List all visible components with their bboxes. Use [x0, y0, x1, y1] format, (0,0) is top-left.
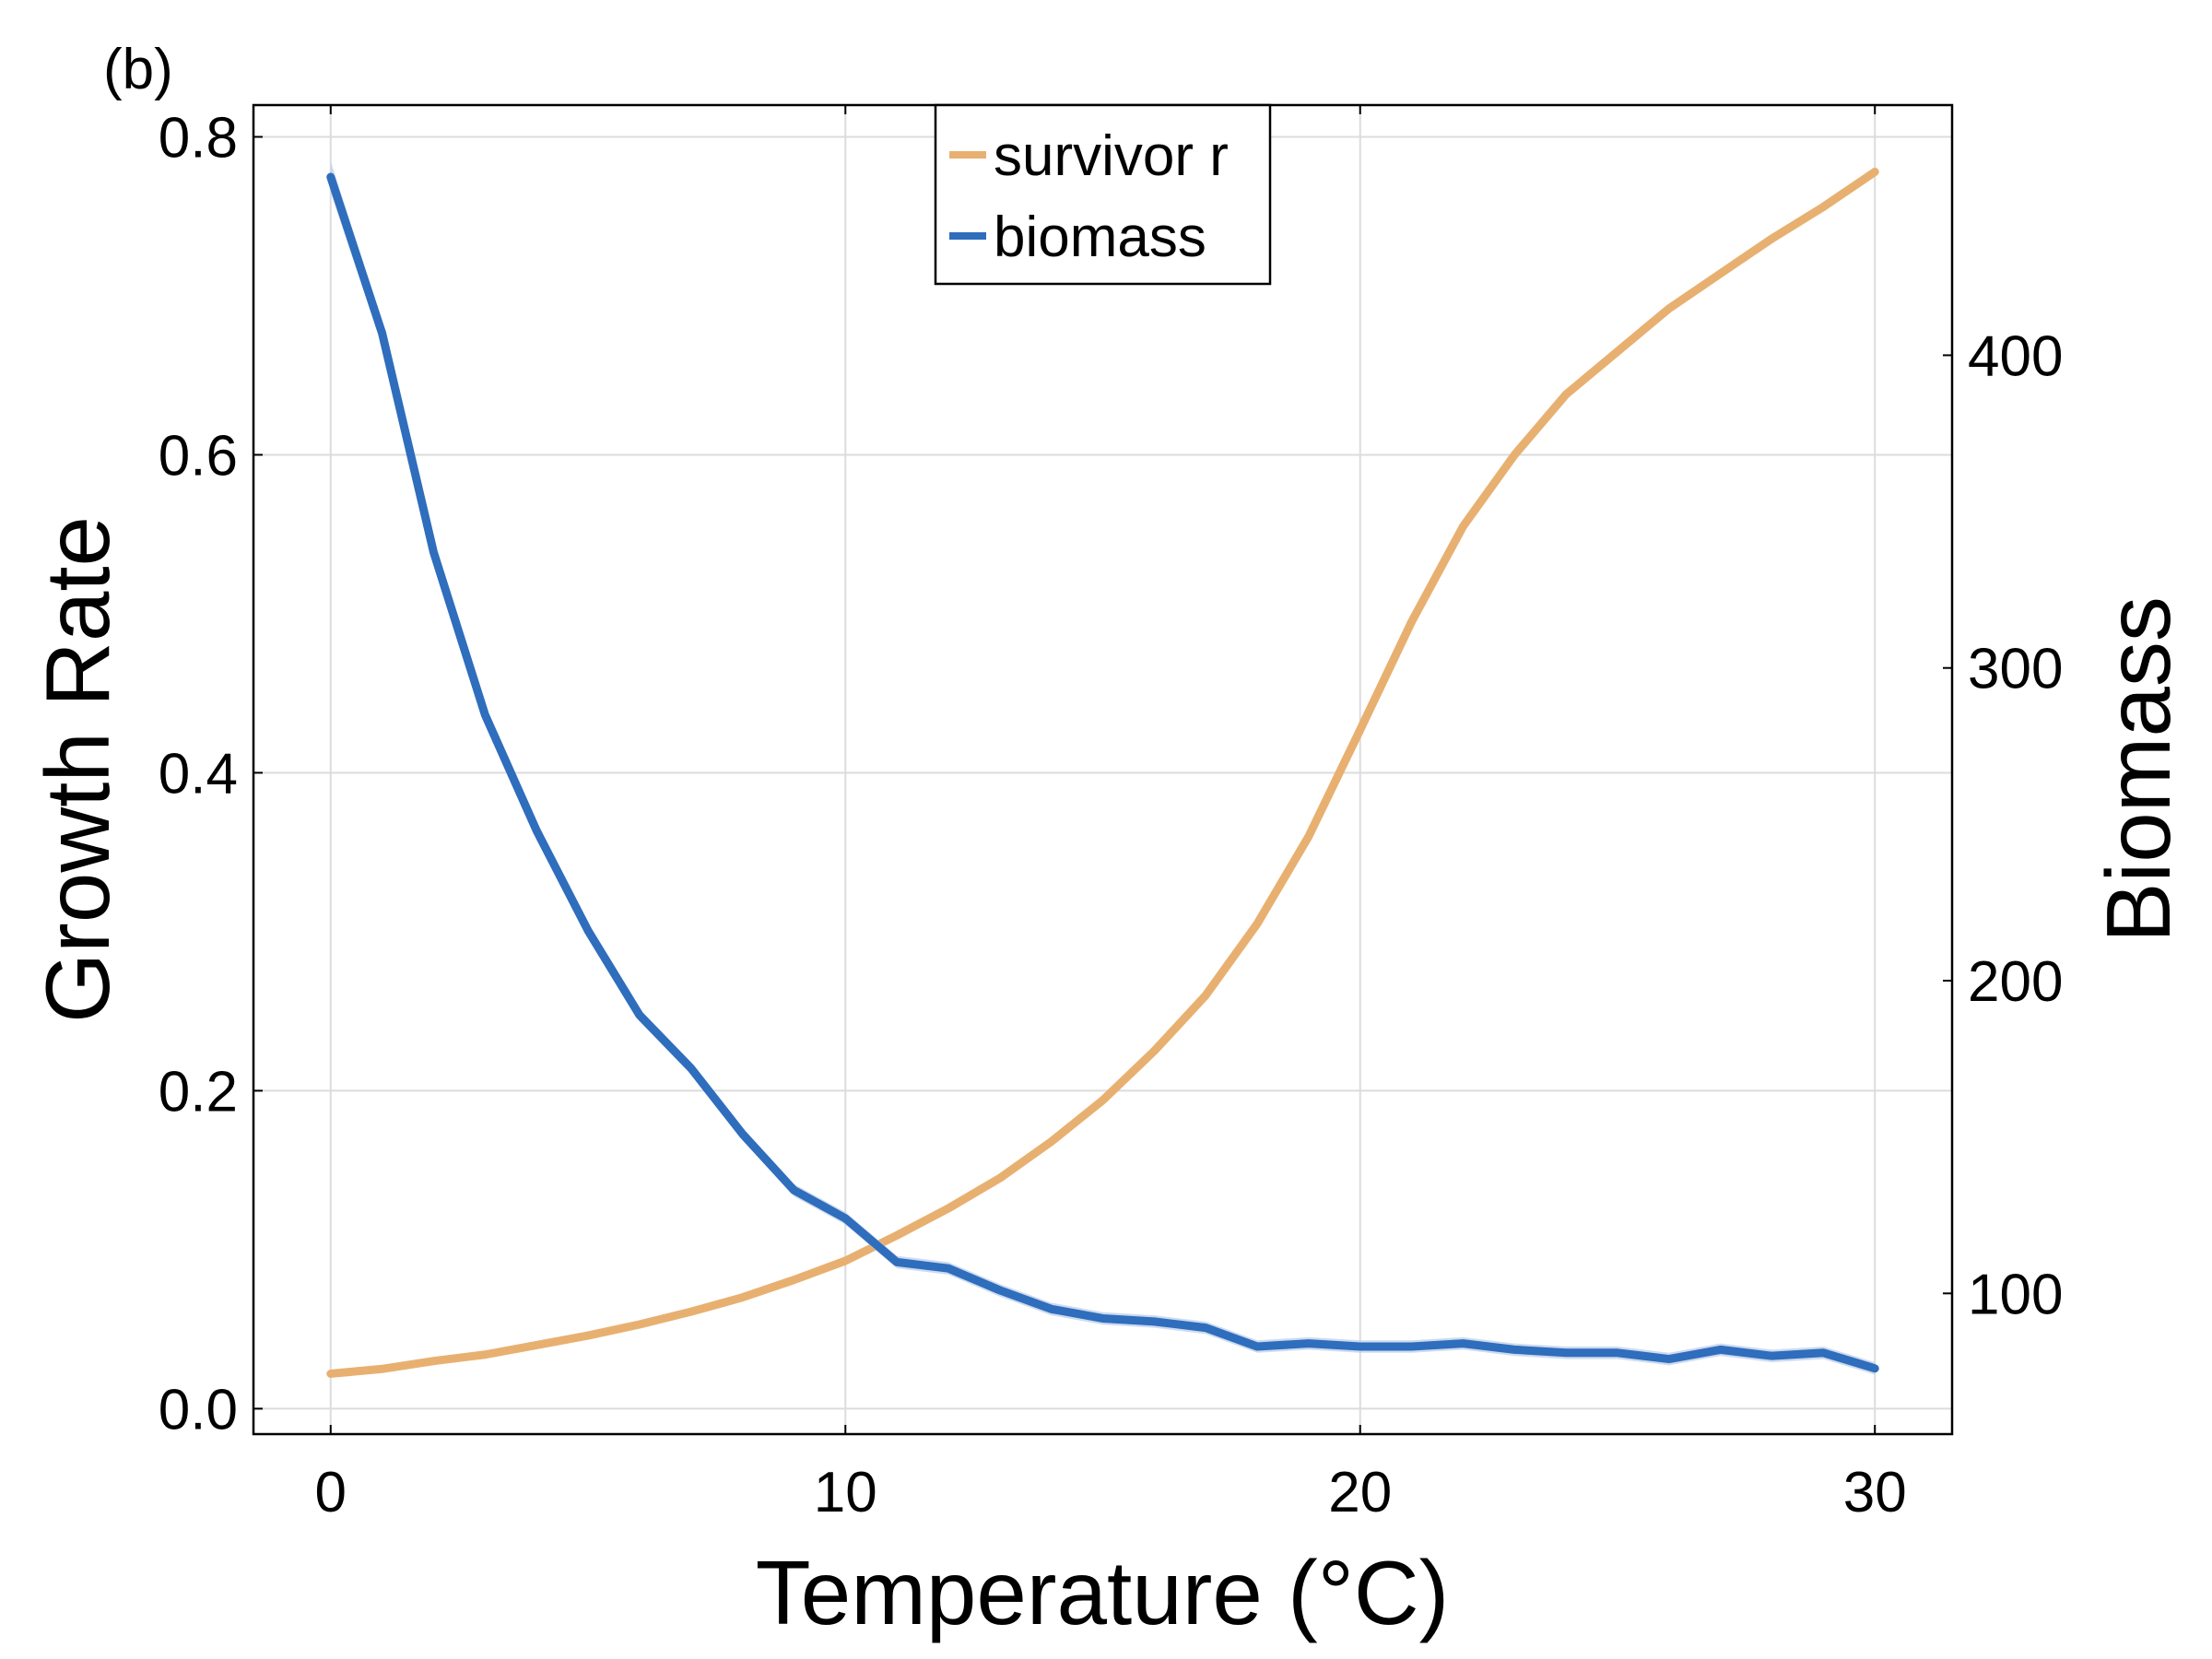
series-layer	[326, 161, 1879, 1378]
series-band-biomass	[330, 161, 1876, 1375]
legend-label-biomass: biomass	[994, 206, 1206, 269]
y2-tick-label: 300	[1968, 638, 2063, 701]
x-tick-label: 10	[814, 1461, 877, 1524]
y-tick-label: 0.8	[159, 106, 238, 170]
x-tick-label: 30	[1843, 1461, 1907, 1524]
x-tick-label: 20	[1328, 1461, 1392, 1524]
series-points-survivor-r	[330, 171, 1876, 1374]
y-tick-label: 0.6	[159, 424, 238, 488]
panel-label: (b)	[103, 38, 173, 101]
legend: survivor r biomass	[934, 103, 1272, 286]
y-tick-label: 0.0	[159, 1378, 238, 1441]
axis-ticks: 0 10 20 30 0.0 0.2 0.4 0.6 0.8 100 200 300 400	[159, 105, 2063, 1524]
y2-axis-title: Biomass	[2088, 596, 2189, 943]
y-tick-label: 0.4	[159, 742, 238, 806]
y2-tick-label: 100	[1968, 1263, 2063, 1326]
y2-tick-label: 400	[1968, 324, 2063, 388]
series-points-biomass	[330, 176, 1876, 1369]
legend-box	[934, 103, 1272, 286]
x-tick-label: 0	[315, 1461, 347, 1524]
y-axis-title: Growth Rate	[27, 516, 128, 1023]
y2-tick-label: 200	[1968, 950, 2063, 1014]
y-tick-label: 0.2	[159, 1060, 238, 1124]
x-axis-title: Temperature (°C)	[756, 1542, 1450, 1643]
legend-label-survivor-r: survivor r	[994, 124, 1229, 188]
